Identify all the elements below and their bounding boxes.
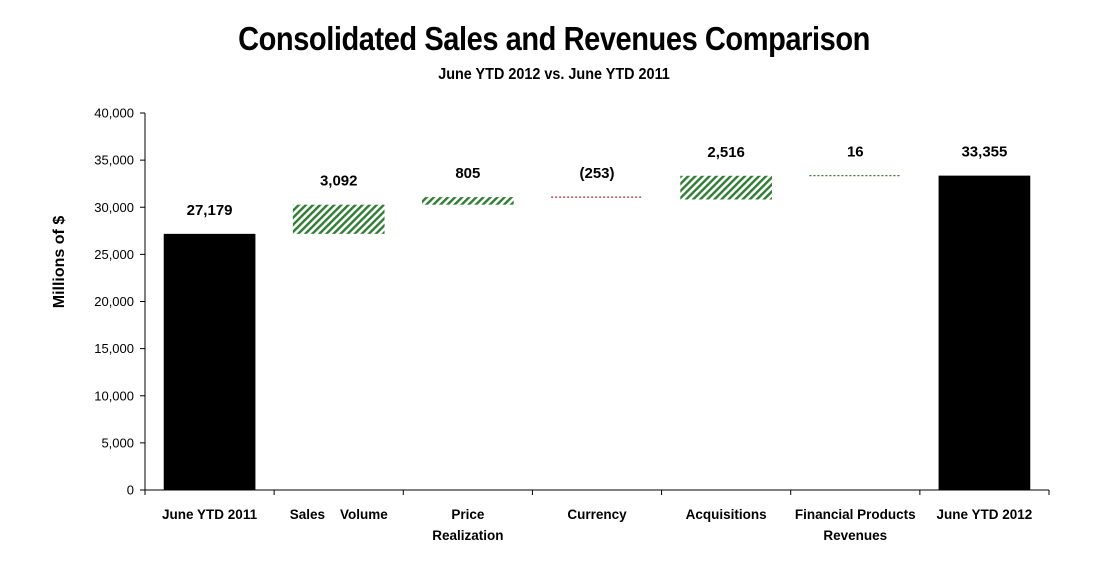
x-tick-label: Financial Products Revenues	[795, 507, 916, 543]
y-tick-label: 15,000	[94, 341, 134, 356]
y-tick-label: 20,000	[94, 294, 134, 309]
bar-june-ytd-2012	[938, 175, 1031, 490]
data-label: 27,179	[187, 202, 233, 219]
data-label: 33,355	[961, 144, 1007, 161]
data-labels: 27,179 3,092 805 (253) 2,516 16 33,355	[187, 144, 1008, 219]
x-tick-label: June YTD 2012	[937, 507, 1033, 522]
data-label: 16	[847, 144, 864, 161]
bar-acquisitions	[680, 175, 772, 200]
data-label: 2,516	[707, 144, 745, 161]
x-tick-label: Acquisitions	[686, 507, 767, 522]
bar-june-ytd-2011	[163, 233, 256, 490]
x-tick-label: Price Realization	[432, 507, 503, 543]
y-tick-label: 0	[127, 483, 134, 498]
y-tick-label: 40,000	[94, 106, 134, 121]
y-tick-label: 30,000	[94, 200, 134, 215]
bar-sales-volume	[292, 204, 385, 234]
y-tick-label: 35,000	[94, 153, 134, 168]
y-tick-label: 10,000	[94, 388, 134, 403]
data-label: 3,092	[320, 173, 358, 190]
bars	[163, 174, 1031, 490]
chart-title: Consolidated Sales and Revenues Comparis…	[238, 20, 870, 57]
data-label: (253)	[579, 165, 614, 182]
x-tick-label: Currency	[567, 507, 627, 522]
bar-price-realization	[422, 197, 514, 205]
x-tick-label: June YTD 2011	[162, 507, 258, 522]
chart-subtitle: June YTD 2012 vs. June YTD 2011	[438, 66, 670, 83]
y-tick-label: 25,000	[94, 247, 134, 262]
y-tick-label: 5,000	[101, 435, 134, 450]
axes: 0 5,000 10,000 15,000 20,000 25,000 30,000 35,0…	[94, 106, 1050, 543]
data-label: 805	[455, 165, 480, 182]
x-tick-label: Sales Volume	[290, 507, 389, 522]
